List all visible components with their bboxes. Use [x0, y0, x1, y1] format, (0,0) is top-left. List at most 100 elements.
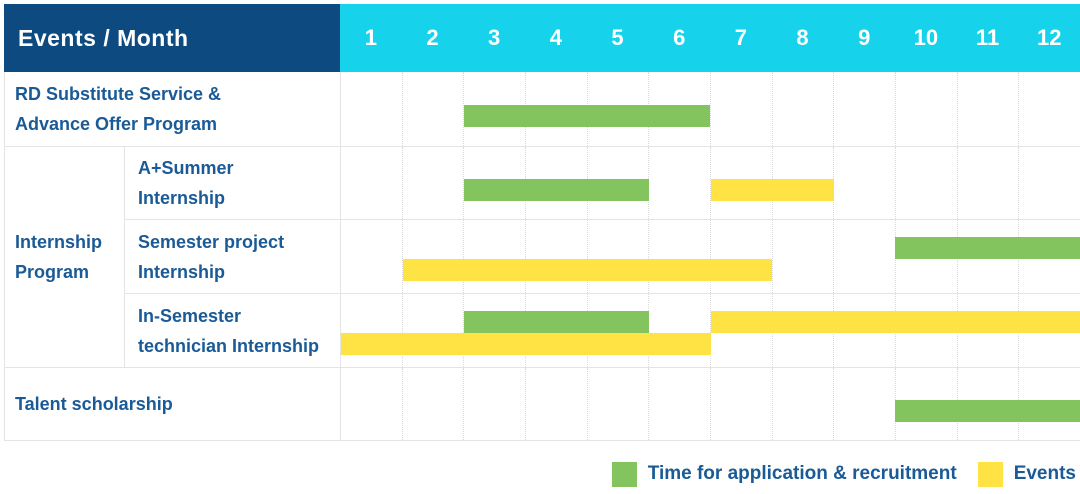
- month-column-3: [463, 220, 525, 293]
- row-label-line: RD Substitute Service &: [15, 84, 222, 104]
- events-month-table: Events / Month 1 2 3 4 5 6 7 8 9 10 11 12 RD Substi…: [4, 4, 1080, 441]
- month-column-11: [956, 72, 1019, 146]
- month-header-5: 5: [611, 25, 624, 50]
- month-column-8: [771, 72, 834, 146]
- row-label-line: Talent scholarship: [15, 394, 173, 414]
- month-grid: [341, 368, 1080, 440]
- legend-label: Events: [1013, 463, 1076, 484]
- row-label-line: technician Internship: [138, 335, 320, 356]
- month-column-2: [401, 294, 464, 367]
- recruitment-bar: [895, 237, 1080, 259]
- recruitment-bar: [464, 105, 711, 127]
- table-row: In-Semester technician Internship: [125, 294, 1080, 368]
- month-header-6: 6: [673, 25, 686, 50]
- month-column-10: [895, 72, 957, 146]
- month-column-12: [1018, 72, 1080, 146]
- month-column-3: [463, 294, 525, 367]
- month-column-4: [525, 220, 587, 293]
- month-column-12: [1018, 147, 1080, 219]
- recruitment-swatch: [611, 461, 637, 487]
- month-header-8: 8: [796, 25, 809, 50]
- month-column-7: [710, 220, 772, 293]
- table-row: Talent scholarship: [5, 368, 1080, 441]
- recruitment-bar: [464, 311, 649, 333]
- month-header-12: 12: [1036, 25, 1062, 50]
- month-column-8: [771, 220, 834, 293]
- month-grid: [341, 220, 1080, 293]
- events-bar: [710, 179, 834, 201]
- row-label-line: Internship: [138, 261, 226, 282]
- month-column-2: [401, 72, 464, 146]
- month-column-11: [956, 147, 1019, 219]
- month-column-9: [833, 72, 895, 146]
- month-column-3: [463, 147, 525, 219]
- month-column-2: [401, 368, 464, 440]
- events-swatch: [977, 461, 1003, 487]
- row-label: A+Summer Internship: [125, 147, 341, 219]
- month-column-1: [341, 368, 402, 440]
- group-row: Internship Program A+Summer Internship Semes…: [5, 147, 1080, 368]
- table-row: RD Substitute Service & Advance Offer Pro…: [5, 72, 1080, 147]
- month-column-8: [771, 368, 834, 440]
- month-header-1: 1: [364, 25, 377, 50]
- month-column-6: [648, 368, 710, 440]
- recruitment-bar: [464, 179, 649, 201]
- legend-item: Time for application & recruitment: [611, 461, 957, 487]
- table-row: A+Summer Internship: [125, 147, 1080, 220]
- group-label-line: Program: [15, 262, 90, 282]
- row-label-line: Internship: [138, 188, 226, 208]
- month-column-4: [525, 368, 587, 440]
- month-header-11: 11: [975, 25, 1000, 50]
- month-grid: [341, 72, 1080, 146]
- month-column-9: [833, 220, 895, 293]
- month-header-4: 4: [549, 25, 562, 50]
- month-column-2: [401, 220, 464, 293]
- month-column-7: [710, 368, 772, 440]
- table-row: Semester project Internship: [125, 220, 1080, 294]
- month-column-6: [648, 220, 710, 293]
- month-column-1: [341, 147, 402, 219]
- recruitment-bar: [895, 400, 1080, 422]
- month-column-1: [341, 72, 402, 146]
- table-body: RD Substitute Service & Advance Offer Pro…: [4, 72, 1080, 441]
- row-label: RD Substitute Service & Advance Offer Pro…: [5, 72, 341, 146]
- table-header: Events / Month 1 2 3 4 5 6 7 8 9 10 11 12: [4, 4, 1080, 72]
- row-label: In-Semester technician Internship: [125, 294, 341, 367]
- legend-item: Events: [977, 461, 1076, 487]
- row-label-line: Semester project: [138, 231, 285, 252]
- month-column-6: [648, 147, 710, 219]
- month-header-row: 1 2 3 4 5 6 7 8 9 10 11 12: [340, 4, 1080, 72]
- group-label-line: Internship: [15, 232, 103, 252]
- month-column-7: [710, 72, 772, 146]
- month-column-3: [463, 72, 525, 146]
- legend-label: Time for application & recruitment: [647, 463, 957, 484]
- month-column-1: [341, 294, 402, 367]
- header-events-month-label: Events / Month: [4, 4, 340, 72]
- month-header-2: 2: [426, 25, 439, 50]
- month-header-7: 7: [734, 25, 747, 50]
- month-column-9: [833, 368, 895, 440]
- month-column-9: [833, 147, 895, 219]
- month-column-1: [341, 220, 402, 293]
- events-bar: [710, 311, 1080, 333]
- month-column-5: [586, 368, 649, 440]
- events-bar: [402, 259, 773, 281]
- month-column-2: [401, 147, 464, 219]
- legend: Time for application & recruitment Events: [611, 459, 1076, 489]
- row-label-line: A+Summer: [138, 158, 234, 178]
- month-column-6: [648, 294, 710, 367]
- row-label: Semester project Internship: [125, 220, 341, 293]
- events-bar: [341, 333, 711, 355]
- month-header-9: 9: [858, 25, 871, 50]
- month-header-10: 10: [913, 25, 939, 50]
- row-label-line: Advance Offer Program: [15, 114, 218, 134]
- month-column-5: [586, 220, 649, 293]
- group-subrows: A+Summer Internship Semester project Intern…: [125, 147, 1080, 368]
- row-label: Talent scholarship: [5, 368, 341, 440]
- month-header-3: 3: [488, 25, 501, 50]
- month-column-3: [463, 368, 525, 440]
- month-column-10: [895, 147, 957, 219]
- group-label: Internship Program: [5, 147, 125, 368]
- month-grid: [341, 294, 1080, 367]
